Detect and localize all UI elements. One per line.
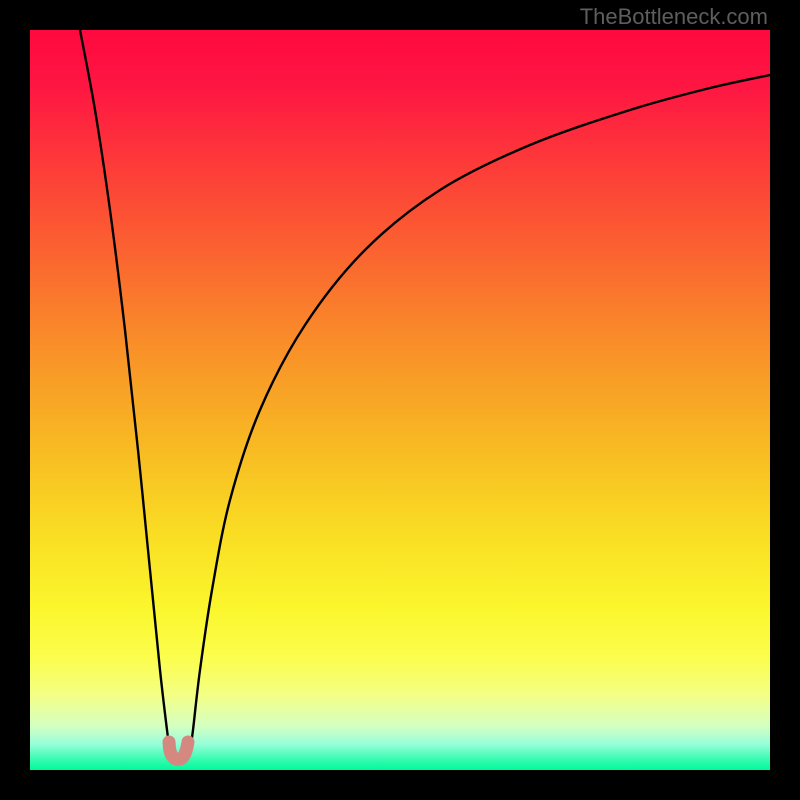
curve-left-branch <box>80 30 170 752</box>
curve-right-branch <box>190 75 770 752</box>
well-bottom-marker <box>169 742 188 760</box>
watermark-text: TheBottleneck.com <box>580 4 768 30</box>
chart-container: TheBottleneck.com <box>0 0 800 800</box>
curve-layer <box>30 30 770 770</box>
plot-area <box>30 30 770 770</box>
